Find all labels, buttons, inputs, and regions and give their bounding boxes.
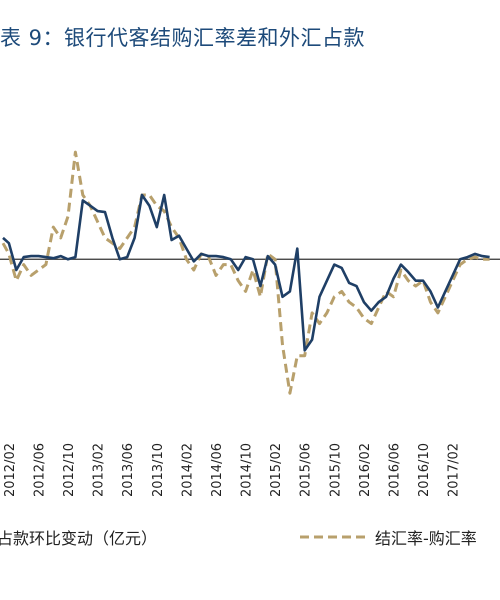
x-tick-label: 2012/06: [32, 443, 47, 497]
x-tick-label: 2014/06: [210, 443, 225, 497]
legend-label-settlement-spread: 结汇率-购汇率: [375, 529, 477, 548]
series-line-reserves-change: [2, 193, 490, 352]
x-tick-label: 2016/10: [417, 443, 432, 497]
x-tick-label: 2015/06: [299, 443, 314, 497]
legend-label-reserves-change: 占款环比变动（亿元）: [0, 529, 157, 548]
x-tick-label: 2013/10: [151, 443, 166, 497]
x-tick-label: 2015/02: [269, 443, 284, 497]
x-tick-label: 2017/02: [447, 443, 462, 497]
x-tick-label: 2014/02: [180, 443, 195, 497]
x-tick-label: 2013/02: [92, 443, 107, 497]
x-tick-label: 2015/10: [328, 443, 343, 497]
x-tick-label: 2013/06: [121, 443, 136, 497]
x-tick-label: 2016/06: [387, 443, 402, 497]
series-line-settlement-spread: [1, 150, 490, 395]
x-tick-label: 2012/02: [3, 443, 18, 497]
x-tick-label: 2016/02: [358, 443, 373, 497]
x-tick-label: 2012/10: [62, 443, 77, 497]
x-tick-label: 2014/10: [240, 443, 255, 497]
page-title: 表 9：银行代客结购汇率差和外汇占款: [0, 26, 366, 50]
